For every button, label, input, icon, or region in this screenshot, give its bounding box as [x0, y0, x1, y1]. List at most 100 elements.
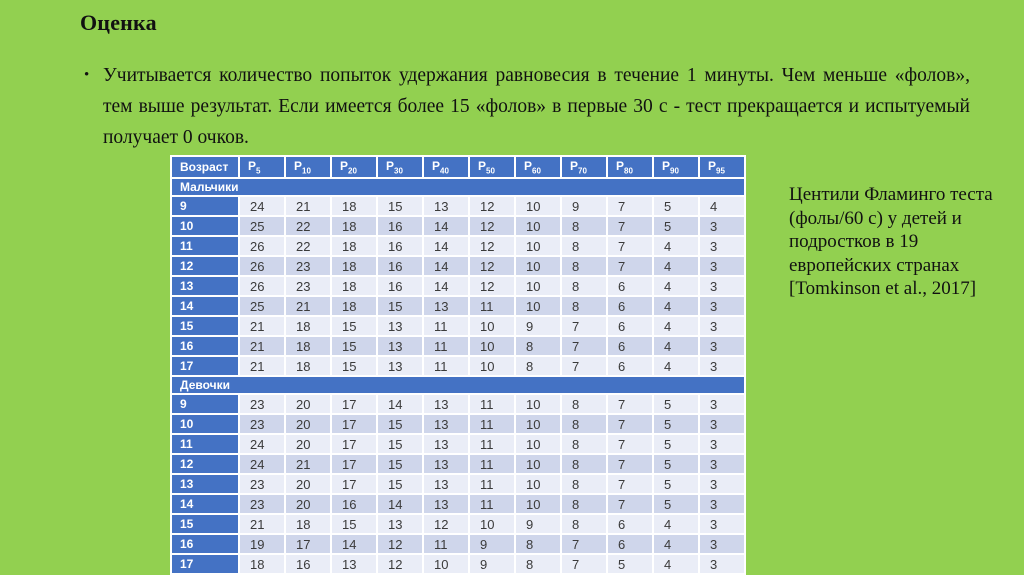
age-cell: 10 [172, 217, 238, 235]
value-cell: 8 [562, 475, 606, 493]
value-cell: 23 [240, 495, 284, 513]
centile-table-grid: Возраст P5 P10 P20 P30 P40 P50 P60 P70 P80 P90 P95 М… [170, 155, 746, 575]
value-cell: 21 [240, 357, 284, 375]
age-cell: 12 [172, 455, 238, 473]
value-cell: 14 [378, 495, 422, 513]
value-cell: 18 [286, 337, 330, 355]
value-cell: 8 [516, 357, 560, 375]
table-row: 9 23 20 17 14 13 11 10 8 7 5 3 [172, 395, 744, 413]
value-cell: 5 [654, 495, 698, 513]
value-cell: 3 [700, 535, 744, 553]
value-cell: 21 [286, 297, 330, 315]
value-cell: 20 [286, 475, 330, 493]
value-cell: 18 [332, 197, 376, 215]
age-cell: 10 [172, 415, 238, 433]
value-cell: 7 [608, 395, 652, 413]
value-cell: 15 [378, 297, 422, 315]
value-cell: 8 [562, 277, 606, 295]
age-cell: 17 [172, 357, 238, 375]
value-cell: 7 [608, 415, 652, 433]
value-cell: 12 [470, 257, 514, 275]
age-cell: 15 [172, 317, 238, 335]
age-cell: 13 [172, 277, 238, 295]
value-cell: 11 [424, 337, 468, 355]
age-header-cell: Возраст [172, 157, 238, 177]
percentile-header-cell: P80 [608, 157, 652, 177]
value-cell: 17 [332, 455, 376, 473]
value-cell: 11 [470, 475, 514, 493]
table-row: 11 24 20 17 15 13 11 10 8 7 5 3 [172, 435, 744, 453]
centile-table: Возраст P5 P10 P20 P30 P40 P50 P60 P70 P80 P90 P95 М… [170, 155, 746, 575]
value-cell: 5 [654, 475, 698, 493]
age-cell: 9 [172, 395, 238, 413]
value-cell: 6 [608, 317, 652, 335]
value-cell: 6 [608, 535, 652, 553]
value-cell: 5 [654, 197, 698, 215]
bullet-icon: • [84, 67, 90, 83]
value-cell: 3 [700, 277, 744, 295]
value-cell: 4 [654, 317, 698, 335]
value-cell: 20 [286, 495, 330, 513]
percentile-header-cell: P5 [240, 157, 284, 177]
value-cell: 18 [332, 237, 376, 255]
percentile-header-cell: P40 [424, 157, 468, 177]
value-cell: 20 [286, 415, 330, 433]
age-cell: 13 [172, 475, 238, 493]
table-row: 12 26 23 18 16 14 12 10 8 7 4 3 [172, 257, 744, 275]
value-cell: 7 [608, 237, 652, 255]
value-cell: 13 [424, 455, 468, 473]
value-cell: 17 [332, 415, 376, 433]
percentile-header-cell: P95 [700, 157, 744, 177]
value-cell: 11 [424, 535, 468, 553]
value-cell: 8 [562, 257, 606, 275]
percentile-header-cell: P50 [470, 157, 514, 177]
value-cell: 7 [562, 535, 606, 553]
value-cell: 7 [608, 495, 652, 513]
value-cell: 25 [240, 217, 284, 235]
value-cell: 13 [424, 495, 468, 513]
value-cell: 9 [562, 197, 606, 215]
table-row: 15 21 18 15 13 12 10 9 8 6 4 3 [172, 515, 744, 533]
table-row: 15 21 18 15 13 11 10 9 7 6 4 3 [172, 317, 744, 335]
percentile-header-cell: P60 [516, 157, 560, 177]
value-cell: 18 [286, 357, 330, 375]
value-cell: 7 [562, 555, 606, 573]
value-cell: 8 [516, 337, 560, 355]
section-label-cell: Девочки [172, 377, 744, 393]
value-cell: 17 [332, 435, 376, 453]
value-cell: 3 [700, 455, 744, 473]
table-row: 10 25 22 18 16 14 12 10 8 7 5 3 [172, 217, 744, 235]
value-cell: 18 [332, 297, 376, 315]
value-cell: 4 [654, 555, 698, 573]
value-cell: 25 [240, 297, 284, 315]
value-cell: 4 [654, 337, 698, 355]
value-cell: 13 [424, 297, 468, 315]
value-cell: 11 [424, 317, 468, 335]
value-cell: 13 [378, 515, 422, 533]
value-cell: 17 [332, 395, 376, 413]
value-cell: 14 [378, 395, 422, 413]
value-cell: 3 [700, 495, 744, 513]
percentile-header-cell: P30 [378, 157, 422, 177]
value-cell: 8 [562, 217, 606, 235]
value-cell: 12 [378, 535, 422, 553]
value-cell: 12 [378, 555, 422, 573]
value-cell: 8 [562, 237, 606, 255]
percentile-header-cell: P90 [654, 157, 698, 177]
value-cell: 9 [516, 515, 560, 533]
value-cell: 10 [516, 237, 560, 255]
value-cell: 15 [332, 357, 376, 375]
value-cell: 8 [562, 415, 606, 433]
section-header-row: Девочки [172, 377, 744, 393]
value-cell: 15 [378, 197, 422, 215]
value-cell: 4 [654, 257, 698, 275]
value-cell: 4 [700, 197, 744, 215]
value-cell: 11 [470, 297, 514, 315]
value-cell: 26 [240, 257, 284, 275]
table-row: 12 24 21 17 15 13 11 10 8 7 5 3 [172, 455, 744, 473]
value-cell: 7 [608, 475, 652, 493]
value-cell: 3 [700, 297, 744, 315]
value-cell: 5 [654, 217, 698, 235]
bullet-item: • Учитывается количество попыток удержан… [84, 60, 970, 153]
value-cell: 6 [608, 515, 652, 533]
